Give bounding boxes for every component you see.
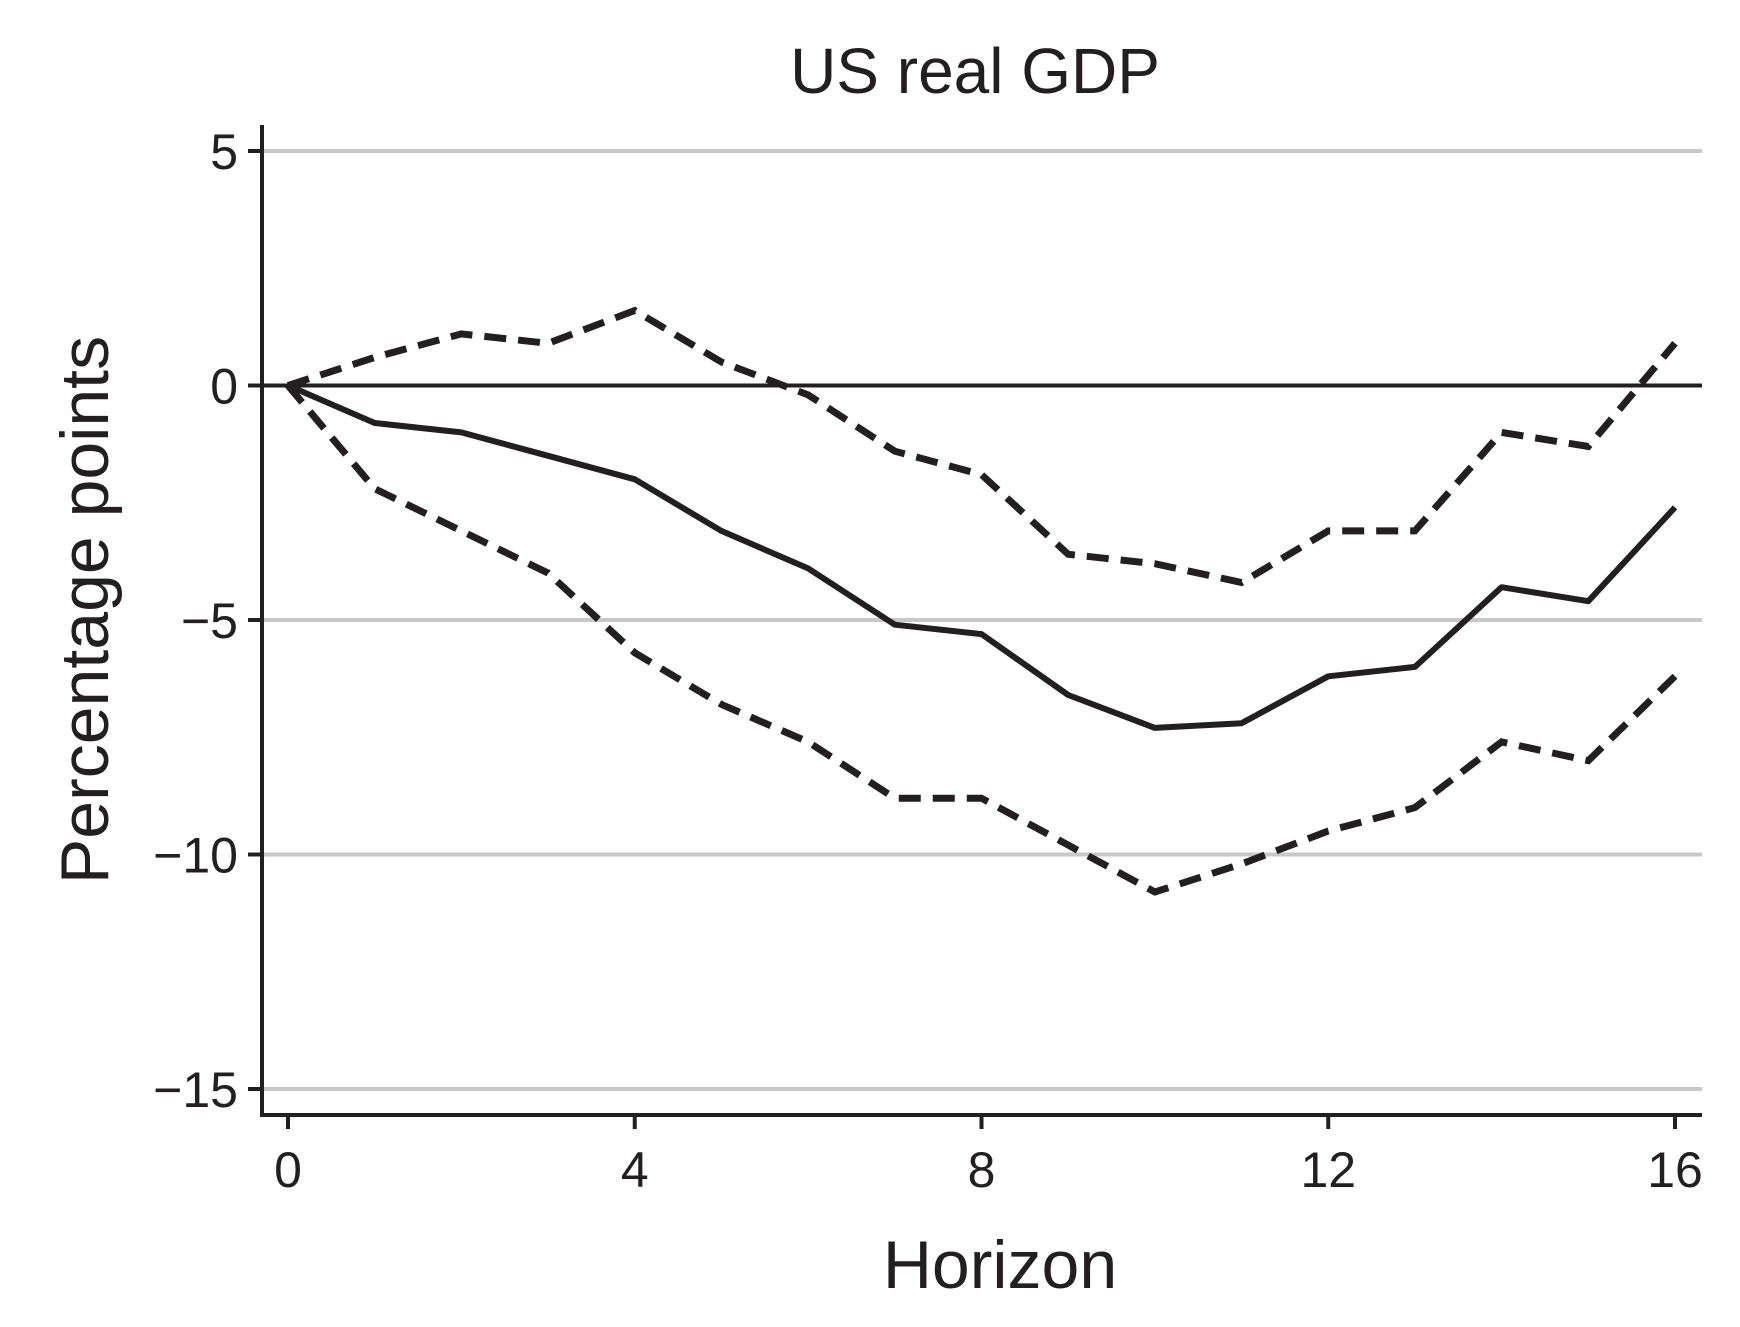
gridlines [262,149,1702,1091]
y-tick-label: −10 [153,828,238,884]
series-line-confidence-band-2 [285,383,1678,896]
x-axis-ticks: 0 4 8 12 16 [274,1115,1703,1198]
y-axis-ticks: 5 0 −5 −10 −15 [153,124,262,1118]
series-lines [285,306,1678,896]
x-tick-label: 8 [968,1142,996,1198]
y-tick-label: −15 [153,1062,238,1118]
y-tick-label: −5 [181,593,238,649]
x-tick-label: 4 [621,1142,649,1198]
series-line-confidence-band-1 [286,306,1678,587]
x-tick-label: 12 [1300,1142,1356,1198]
x-tick-label: 0 [274,1142,302,1198]
y-tick-label: 5 [210,124,238,180]
x-tick-label: 16 [1647,1142,1703,1198]
y-axis-label: Percentage points [47,336,123,884]
y-tick-label: 0 [210,359,238,415]
x-axis-label: Horizon [883,1227,1117,1303]
chart-title: US real GDP [790,35,1160,107]
series-line-point-estimate [286,382,1678,731]
